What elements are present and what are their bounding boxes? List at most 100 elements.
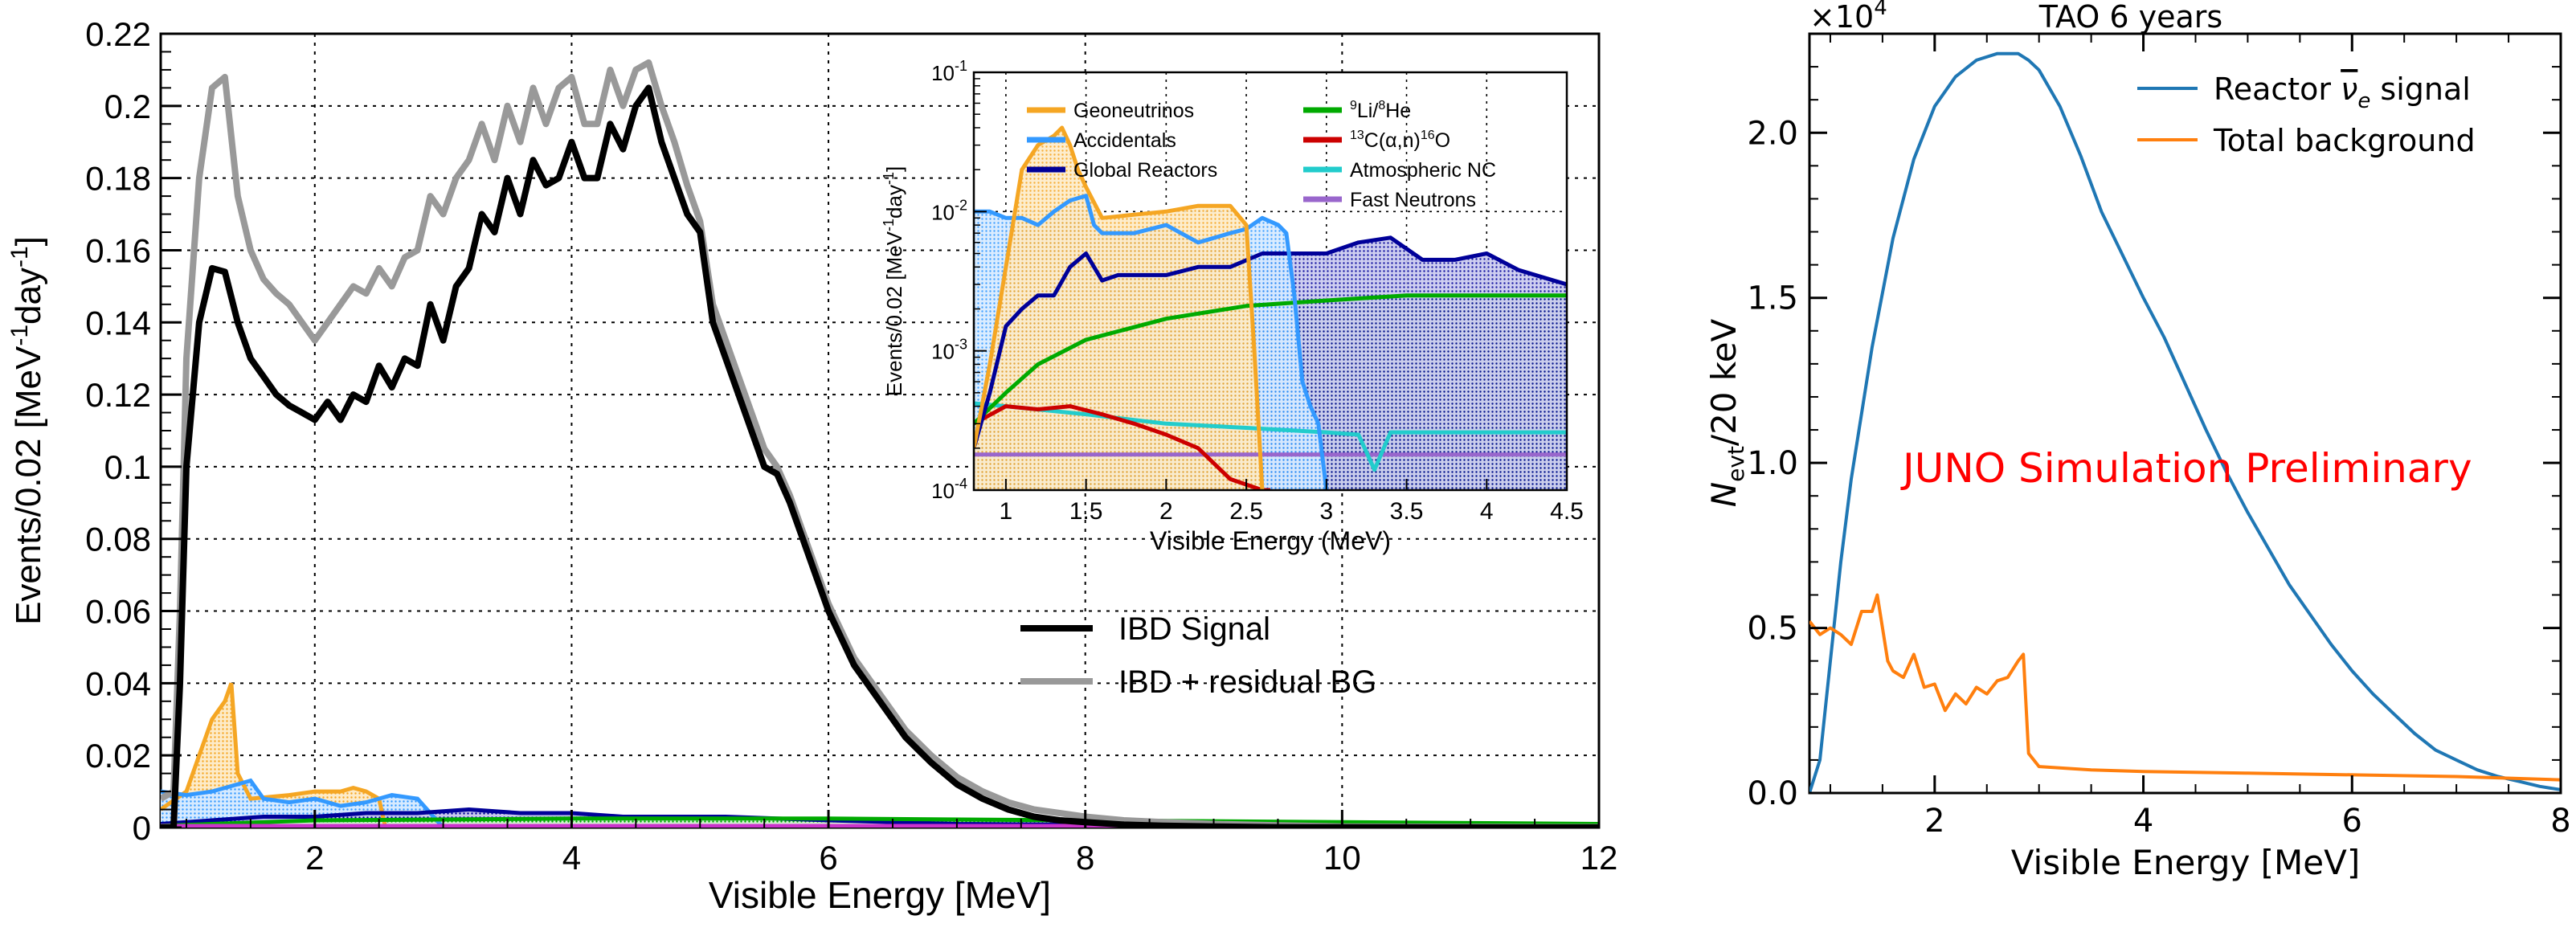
inset-y-tick-label: 10-4 [931,476,967,503]
inset-y-label-a: Events/0.02 [MeV [882,231,906,396]
inset-x-tick-label: 1 [1000,498,1013,525]
inset-x-tick-label: 1.5 [1069,498,1103,525]
inset-x-tick-label: 3 [1319,498,1333,525]
left-y-label-a: Events/0.02 [MeV [9,345,48,625]
inset-legend-c13-s2: 16 [1421,129,1435,142]
left-y-tick-label: 0.18 [85,160,151,198]
inset-legend-label-c13: 13C(α,n)16O [1350,129,1450,152]
inset-legend-c13-a: C(α,n) [1364,129,1421,152]
inset-series-lines [974,125,1567,490]
right-y-axis-label: Nevt/20 keV [1704,318,1749,507]
left-y-tick-label: 0.14 [85,304,151,341]
left-x-tick-label: 6 [819,839,837,877]
right-y-tick-label: 1.5 [1747,280,1798,317]
right-x-tick-label: 8 [2550,803,2570,840]
inset-legend-label-global-reactors: Global Reactors [1073,159,1217,182]
inset-y-tick-exp: -1 [955,58,967,74]
left-y-tick-label: 0.12 [85,376,151,414]
right-line-total-background [1809,593,2561,782]
inset-y-tick-base: 10 [931,61,955,85]
left-y-tick-label: 0.08 [85,521,151,558]
inset-line-geoneutrinos [974,125,1265,490]
left-y-tick-label: 0.22 [85,15,151,53]
inset-legend-c13-s1: 13 [1350,129,1364,142]
left-y-tick-label: 0.16 [85,231,151,269]
right-series-lines [1809,51,2561,793]
inset-line-global-reactors [974,235,1567,449]
inset-x-axis-label: Visible Energy (MeV) [1150,526,1391,555]
right-y-tick-label: 2.0 [1747,115,1798,152]
right-x-tick-label: 2 [1924,803,1944,840]
inset-x-tick-label: 4.5 [1550,498,1584,525]
inset-legend-label-atmospheric-nc: Atmospheric NC [1350,159,1496,182]
inset-y-tick-exp: -3 [955,337,967,353]
right-line-reactor-e-signal [1809,51,2561,793]
right-y-label-rest: /20 keV [1704,318,1744,446]
right-legend-signal-nu: ν [2341,72,2357,107]
right-y-tick-label: 0.5 [1747,611,1798,648]
inset-y-label-e: ] [882,166,906,172]
right-plot-frame [1808,32,2562,795]
right-legend-signal-b: signal [2370,72,2470,107]
inset-x-tick-label: 3.5 [1390,498,1424,525]
right-x-tick-label: 4 [2133,803,2153,840]
legend-label-ibd-signal: IBD Signal [1118,611,1270,647]
right-y-label-sub: evt [1723,446,1749,482]
inset-legend-label-accidentals: Accidentals [1073,129,1176,152]
right-legend-signal-sub: e [2357,89,2370,113]
inset-y-tick-label: 10-2 [931,197,967,224]
inset-legend-li-s1: 9 [1350,99,1357,112]
inset-legend-c13-b: O [1435,129,1450,152]
inset-ticks: 1 1.5 2 2.5 3 3.5 4 4.510-410-310-210-1 [931,58,1584,525]
inset-y-tick-exp: -2 [955,197,967,213]
left-y-tick-label: 0.1 [104,448,151,486]
right-y-multiplier: ×104 [1809,0,1887,35]
right-legend-label-signal: Reactor νe signal [2214,72,2471,113]
inset-y-tick-base: 10 [931,340,955,364]
left-y-label-b: -1 [6,325,33,346]
inset-x-tick-label: 4 [1480,498,1494,525]
inset-plot-frame [972,71,1568,492]
left-grid [161,34,1599,828]
inset-y-label-b: -1 [881,219,897,231]
inset-legend-li-s2: 8 [1378,99,1385,112]
left-y-tick-label: 0.04 [85,664,151,702]
left-x-tick-label: 8 [1076,839,1094,877]
right-y-tick-label: 0.0 [1747,775,1798,812]
inset-legend-label-geoneutrinos: Geoneutrinos [1073,100,1194,122]
right-legend-signal-a: Reactor [2214,72,2341,107]
right-chart: 2 4 6 80.00.51.01.52.0 TAO 6 years ×104 Vis… [1704,0,2571,882]
inset-legend-li-a: Li/ [1357,100,1378,122]
right-y-label-n: N [1704,482,1744,507]
right-x-axis-label: Visible Energy [MeV] [2011,843,2361,882]
inset-chart: 1 1.5 2 2.5 3 3.5 4 4.510-410-310-210-1 Visible… [881,58,1584,555]
left-y-axis-label: Events/0.02 [MeV-1day-1] [6,236,48,625]
left-x-axis-label: Visible Energy [MeV] [709,874,1051,916]
left-x-tick-label: 12 [1580,839,1618,877]
inset-y-tick-base: 10 [931,479,955,503]
left-line-ibd-signal [161,84,1599,828]
inset-y-tick-label: 10-3 [931,337,967,364]
inset-y-axis-label: Events/0.02 [MeV-1day-1] [881,166,906,396]
inset-y-tick-base: 10 [931,200,955,224]
inset-line-accidentals [974,194,1329,490]
inset-line-9li-8he [974,293,1567,426]
right-x-tick-label: 6 [2342,803,2362,840]
inset-y-tick-exp: -4 [955,476,967,492]
inset-y-label-c: day [882,185,906,219]
right-multiplier-exp: 4 [1874,0,1887,20]
inset-fills [974,128,1567,490]
left-x-tick-label: 10 [1323,839,1361,877]
right-chart-title: TAO 6 years [2038,0,2222,35]
left-x-tick-label: 4 [562,839,581,877]
legend-label-ibd-residual: IBD + residual BG [1118,664,1376,700]
left-line-geoneutrinos [161,682,388,828]
left-line-ibd-residual [161,59,1599,828]
inset-line-13c-n-16o [974,404,1270,490]
inset-y-label-d: -1 [881,172,897,185]
left-y-label-d: -1 [6,246,33,268]
left-y-tick-label: 0.2 [104,88,151,125]
left-x-tick-label: 2 [305,839,324,877]
inset-legend-label-li-he: 9Li/8He [1350,99,1411,122]
left-line-accidentals [161,778,445,828]
